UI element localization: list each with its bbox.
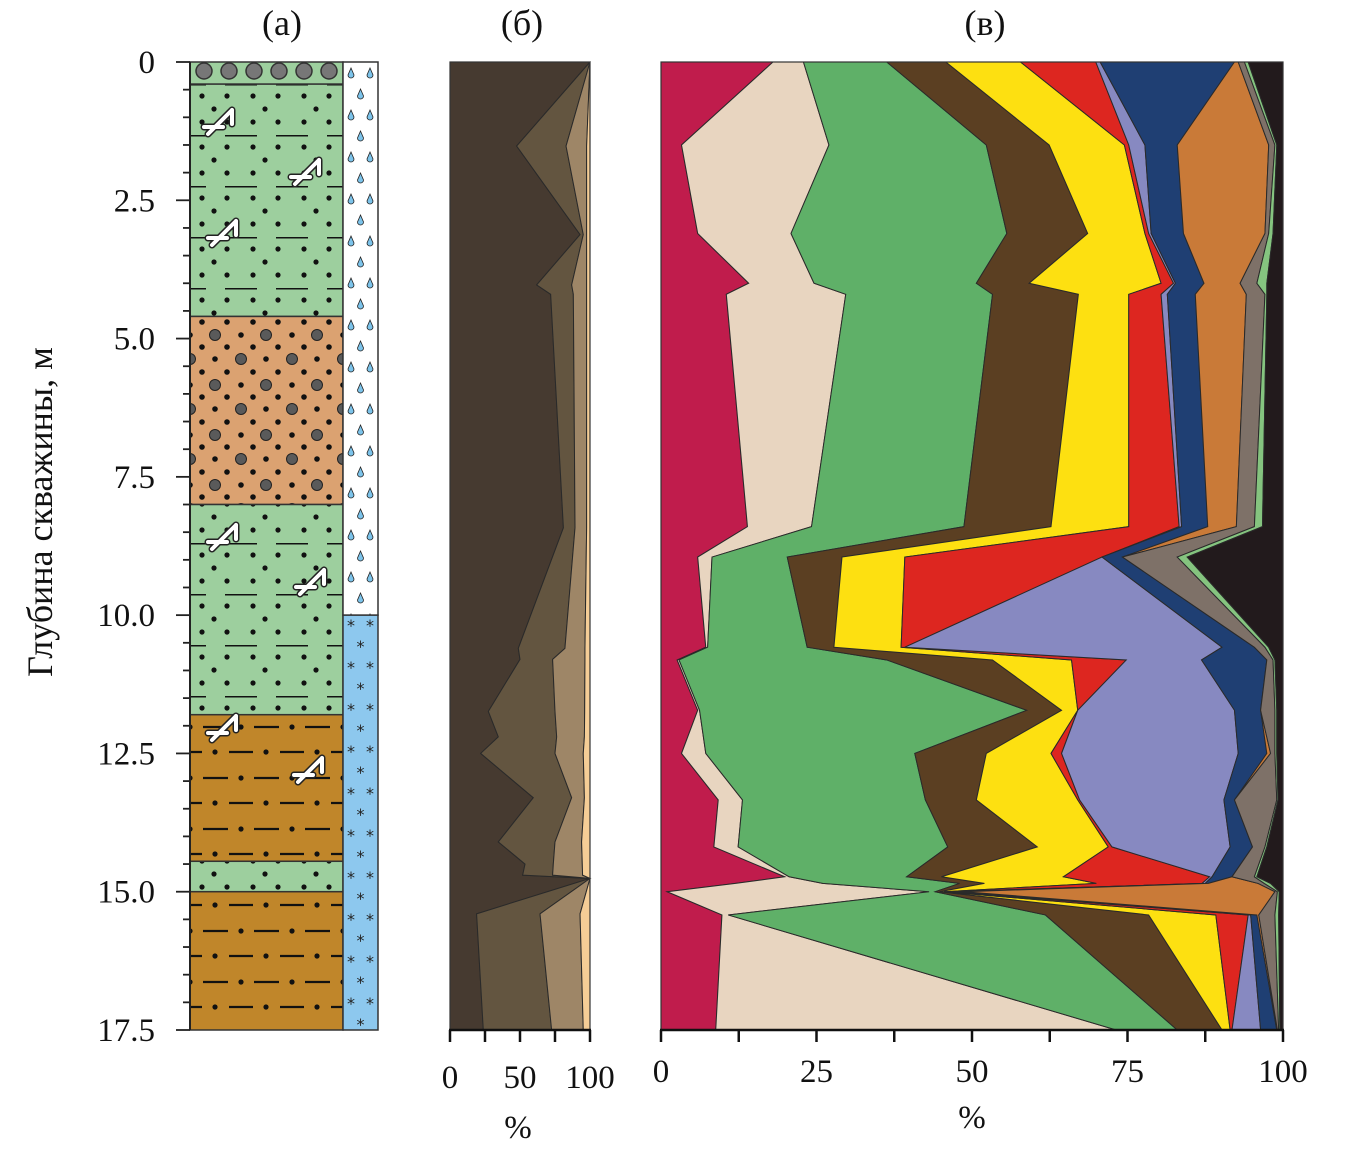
y-tick-label: 17.5 xyxy=(97,1013,155,1049)
panel-b-x-tick-label: 100 xyxy=(565,1060,615,1096)
root-symbol xyxy=(206,523,238,551)
root-symbol xyxy=(289,158,321,186)
y-tick-label: 10.0 xyxy=(97,598,155,634)
composition-panel: 0 25 50 75 100 xyxy=(653,61,1308,1090)
gravel-symbol xyxy=(220,62,238,80)
y-tick-label: 15.0 xyxy=(97,875,155,911)
panel-c-label: (в) xyxy=(965,3,1006,43)
lithology-layer xyxy=(189,503,344,716)
y-tick-label: 0 xyxy=(139,45,156,81)
y-tick-label: 2.5 xyxy=(114,183,155,219)
lithology-panel: 0 2.5 5.0 7.5 10.0 12.5 15.0 17.5 xyxy=(97,45,379,1049)
panel-c-x-tick-label: 0 xyxy=(653,1054,670,1090)
y-tick-label: 12.5 xyxy=(97,736,155,772)
panel-c-x-tick-label: 25 xyxy=(800,1054,833,1090)
panel-b-x-tick-label: 50 xyxy=(504,1060,537,1096)
gravel-symbol xyxy=(320,62,338,80)
panel-c-x-tick-label: 100 xyxy=(1258,1054,1308,1090)
panel-b-x-tick-label: 0 xyxy=(442,1060,459,1096)
panel-b-x-axis-title: % xyxy=(504,1110,532,1146)
y-axis-title: Глубина скважины, м xyxy=(20,347,60,677)
lithology-layer xyxy=(189,860,344,893)
y-tick-label: 7.5 xyxy=(114,460,155,496)
gravel-symbol xyxy=(270,62,288,80)
root-symbol xyxy=(206,219,238,247)
panel-c-x-tick-label: 50 xyxy=(956,1054,989,1090)
water-layer xyxy=(342,614,379,1031)
gravel-symbol xyxy=(295,62,313,80)
gravel-symbol xyxy=(195,62,213,80)
root-symbol xyxy=(202,108,234,136)
root-symbol xyxy=(292,756,324,784)
lithology-layer xyxy=(189,83,344,318)
grain-size-panel: 0 50 100 xyxy=(442,61,615,1096)
y-tick-label: 5.0 xyxy=(114,322,155,358)
panel-a-label: (а) xyxy=(262,3,302,43)
root-symbol xyxy=(294,568,326,596)
panel-b-label: (б) xyxy=(501,3,543,43)
root-symbol xyxy=(206,714,238,742)
lithology-layer xyxy=(189,61,344,85)
lithology-layer xyxy=(189,315,344,506)
gravel-symbol xyxy=(245,62,263,80)
lithology-layer xyxy=(189,890,344,1031)
water-layer xyxy=(342,61,379,616)
panel-c-x-axis-title: % xyxy=(958,1100,986,1136)
panel-c-x-tick-label: 75 xyxy=(1111,1054,1144,1090)
